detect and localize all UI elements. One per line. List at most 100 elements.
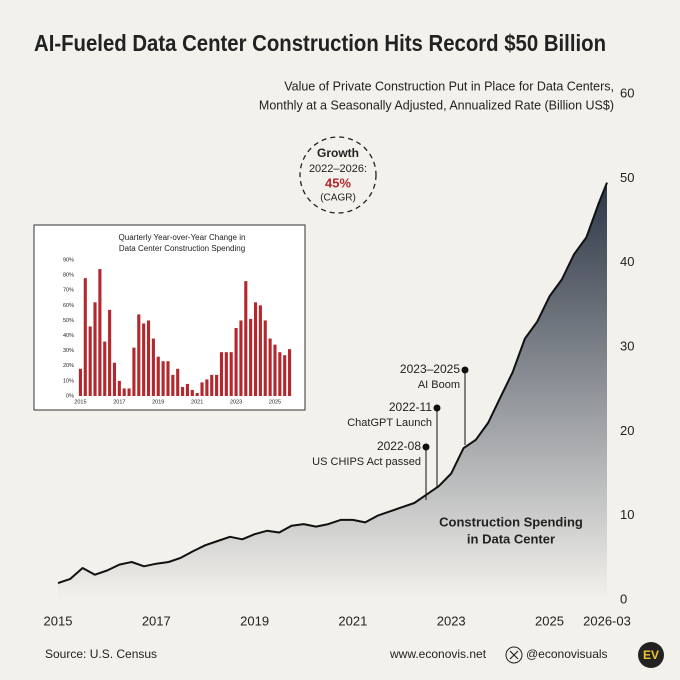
x-icon [509,650,519,660]
x-tick-label: 2023 [437,613,466,628]
logo: EV [643,648,659,662]
series-label: in Data Center [467,531,555,546]
growth-value: 45% [325,175,351,190]
bar [215,374,219,396]
bar [78,368,82,396]
bar [258,305,262,396]
bar [239,320,243,396]
inset-x-tick-label: 2025 [269,399,281,405]
website: www.econovis.net [389,647,487,661]
annotation-dot [422,443,430,451]
bar [263,320,267,396]
bar [112,362,117,396]
inset-y-tick-label: 80% [63,273,74,279]
line [57,182,608,585]
bar [98,269,102,396]
chart-title: AI-Fueled Data Center Construction Hits … [34,30,606,56]
annotation-dot [433,404,441,412]
inset-x-tick-label: 2021 [191,399,203,405]
y-tick-label: 50 [620,170,634,185]
y-tick-label: 40 [620,254,634,269]
bar [181,386,185,396]
inset-y-tick-label: 90% [63,257,74,263]
bar [171,374,175,396]
inset-y-tick-label: 20% [63,363,74,369]
inset-title: Data Center Construction Spending [119,244,245,253]
bar [156,356,160,396]
inset-x-tick-label: 2019 [152,399,164,405]
x-tick-label: 2026-03 [583,613,631,628]
annotation-label: 2022-08 [377,439,421,453]
bar [195,392,199,396]
x-tick-label: 2019 [240,613,269,628]
y-tick-label: 0 [620,591,627,606]
x-tick-label: 2025 [535,613,564,628]
bar [278,352,282,396]
bar [132,347,136,396]
bar [200,382,204,396]
logo [638,642,664,668]
y-tick-label: 20 [620,423,634,438]
inset-y-tick-label: 60% [63,303,74,309]
bar [234,328,238,396]
bar [142,323,146,396]
inset-y-tick-label: 70% [63,288,74,294]
growth-period: 2022–2026: [309,163,367,175]
bar [103,341,107,396]
bar [88,326,92,396]
annotation-label: 2023–2025 [400,362,460,376]
bar [244,281,248,396]
bar [127,388,131,396]
bar [205,379,209,396]
bar [273,344,277,396]
bar [151,338,155,396]
bar [185,383,189,396]
bar [117,380,121,396]
bar [108,309,112,396]
y-tick-label: 10 [620,507,634,522]
bar [166,361,170,396]
area [58,182,607,600]
bar [122,388,126,396]
x-tick-label: 2015 [44,613,73,628]
inset-y-tick-label: 40% [63,333,74,339]
growth-note: (CAGR) [320,193,356,204]
bar [224,352,228,396]
bar [93,302,97,396]
inset-x-tick-label: 2015 [74,399,86,405]
y-tick-label: 30 [620,338,634,353]
inset-y-tick-label: 50% [63,318,74,324]
source: Source: U.S. Census [45,647,157,661]
bar [268,338,272,396]
bar [219,352,224,396]
x-icon [505,646,523,664]
annotation-text: ChatGPT Launch [347,417,432,429]
inset-title: Quarterly Year-over-Year Change in [119,233,246,242]
handle: @econovisuals [526,647,608,661]
bar [288,349,292,396]
annotation-text: US CHIPS Act passed [312,456,421,468]
inset-y-tick-label: 30% [63,348,74,354]
inset-x-tick-label: 2017 [113,399,125,405]
bar [210,374,214,396]
bar [229,352,233,396]
inset-x-tick-label: 2023 [230,399,242,405]
bar [283,355,287,396]
bar [137,314,141,396]
growth-circle [299,136,377,214]
bar [161,361,165,396]
series-label: Construction Spending [439,514,583,529]
growth-title: Growth [317,146,359,160]
bar [249,318,253,396]
subtitle: Monthly at a Seasonally Adjusted, Annual… [259,98,614,112]
bar [190,389,194,396]
annotation-dot [461,366,469,374]
inset-y-tick-label: 0% [66,393,74,399]
bar [83,278,87,396]
bar [176,368,180,396]
inset-y-tick-label: 10% [63,378,74,384]
bar [253,302,258,396]
subtitle: Value of Private Construction Put in Pla… [284,79,614,93]
x-tick-label: 2017 [142,613,171,628]
